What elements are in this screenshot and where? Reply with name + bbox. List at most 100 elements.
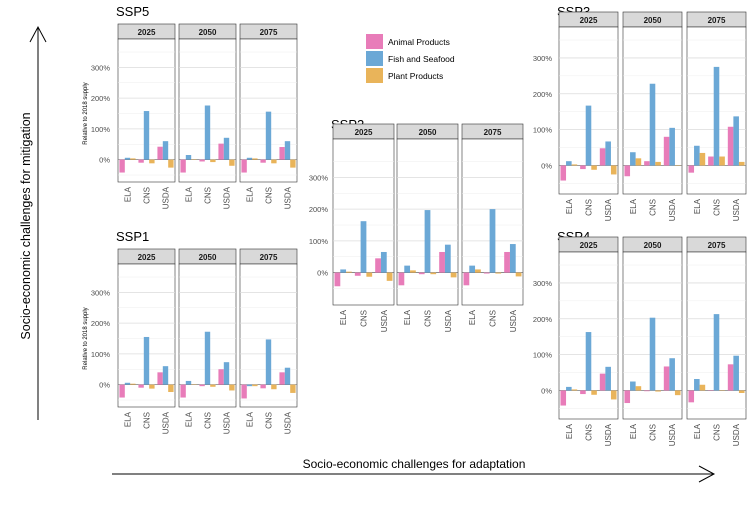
x-tick-label: ELA: [124, 411, 133, 427]
bar: [708, 157, 714, 166]
bar: [138, 160, 143, 163]
bar: [469, 266, 475, 273]
bar: [600, 148, 606, 165]
y-tick-label: 300%: [533, 54, 553, 63]
bar: [586, 332, 592, 390]
bar: [205, 106, 210, 160]
x-tick-label: USDA: [380, 309, 389, 332]
bar: [611, 165, 617, 174]
x-tick-label: USDA: [732, 423, 741, 446]
bar: [694, 146, 700, 166]
bar: [694, 379, 700, 390]
y-tick-label: 200%: [533, 315, 553, 324]
x-tick-label: USDA: [732, 198, 741, 221]
bar: [252, 385, 257, 387]
x-tick-label: CNS: [204, 187, 213, 204]
bar: [510, 244, 516, 273]
x-tick-label: CNS: [713, 199, 722, 216]
bar: [205, 332, 210, 385]
bar: [580, 165, 586, 169]
bar: [279, 147, 284, 160]
facet-panel: [240, 39, 297, 182]
bar: [739, 390, 745, 393]
facet-panel: [118, 264, 175, 407]
bar: [605, 367, 611, 391]
bar: [285, 141, 290, 159]
bar: [241, 385, 246, 399]
bar: [560, 165, 566, 180]
facet-strip-label: 2025: [580, 16, 598, 25]
bar: [119, 160, 124, 173]
x-tick-label: CNS: [204, 412, 213, 429]
chart-title: SSP1: [116, 229, 149, 244]
x-tick-label: ELA: [629, 198, 638, 214]
bar: [247, 158, 252, 160]
y-tick-label: 300%: [309, 173, 329, 182]
y-tick-label: 200%: [533, 90, 553, 99]
bar: [475, 269, 481, 272]
bar: [285, 368, 290, 385]
facet-strip-label: 2050: [419, 128, 437, 137]
bar: [290, 385, 295, 393]
bar: [655, 390, 661, 391]
bar: [650, 318, 656, 391]
bar: [224, 138, 229, 160]
facet-strip-label: 2025: [138, 253, 156, 262]
x-tick-label: CNS: [424, 310, 433, 327]
x-tick-label: ELA: [339, 309, 348, 325]
y-tick-label: 100%: [309, 237, 329, 246]
y-axis-label: Relative to 2018 supply: [83, 82, 89, 144]
facet-strip-label: 2025: [138, 28, 156, 37]
bar: [186, 381, 191, 385]
bar: [719, 157, 725, 166]
y-tick-label: 100%: [533, 126, 553, 135]
bar: [163, 366, 168, 384]
bar: [138, 385, 143, 388]
bar: [733, 356, 739, 391]
y-tick-label: 200%: [91, 319, 111, 328]
bar: [168, 385, 173, 392]
bar: [611, 390, 617, 399]
legend-label: Plant Products: [388, 71, 443, 81]
bar: [664, 366, 670, 390]
bar: [410, 270, 416, 272]
bar: [340, 269, 346, 272]
y-tick-label: 100%: [91, 125, 111, 134]
x-tick-label: CNS: [585, 424, 594, 441]
mitigation-axis-label: Socio-economic challenges for mitigation: [19, 112, 33, 339]
bar: [252, 158, 257, 159]
bar: [650, 84, 656, 166]
bar: [210, 385, 215, 387]
bar: [490, 209, 496, 272]
bar: [636, 158, 642, 165]
x-tick-label: ELA: [403, 309, 412, 325]
bar: [572, 164, 578, 165]
bar: [495, 273, 501, 274]
bar: [157, 372, 162, 384]
bar: [260, 385, 265, 389]
bar: [580, 390, 586, 394]
y-tick-label: 200%: [309, 205, 329, 214]
x-tick-label: CNS: [143, 187, 152, 204]
bar: [644, 161, 650, 165]
bar: [119, 385, 124, 398]
x-tick-label: USDA: [284, 411, 293, 434]
bar: [600, 374, 606, 391]
bar: [375, 258, 381, 272]
bar: [199, 160, 204, 162]
bar: [279, 372, 284, 384]
x-tick-label: ELA: [185, 186, 194, 202]
bar: [130, 158, 135, 159]
y-tick-label: 200%: [91, 94, 111, 103]
bar: [399, 273, 405, 286]
bar: [335, 273, 341, 287]
bar: [130, 384, 135, 385]
y-tick-label: 0%: [541, 161, 552, 170]
bar: [229, 160, 234, 166]
y-tick-label: 0%: [99, 156, 110, 165]
x-tick-label: USDA: [668, 423, 677, 446]
x-tick-label: CNS: [143, 412, 152, 429]
x-tick-label: ELA: [565, 198, 574, 214]
